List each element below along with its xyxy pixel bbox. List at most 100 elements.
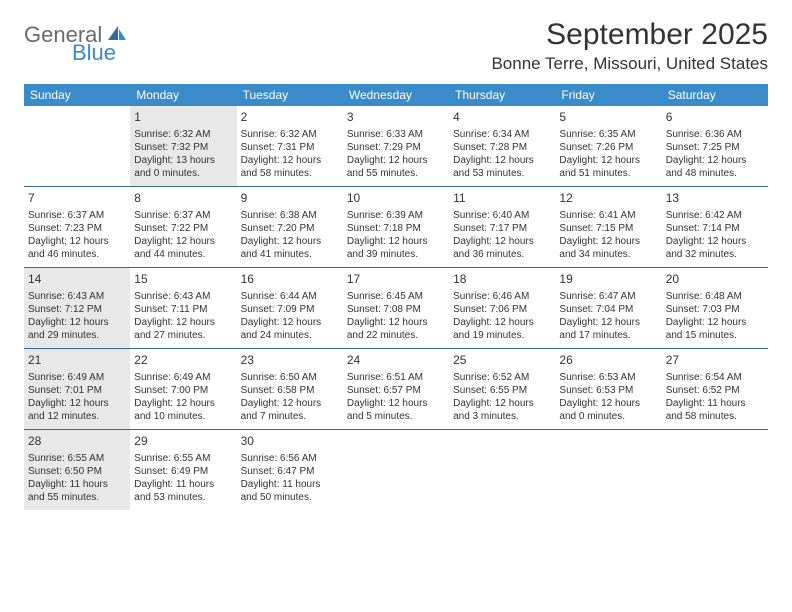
daylight1-text: Daylight: 12 hours bbox=[453, 235, 551, 248]
week-row: 28Sunrise: 6:55 AMSunset: 6:50 PMDayligh… bbox=[24, 430, 768, 510]
daylight2-text: and 17 minutes. bbox=[559, 329, 657, 342]
month-title: September 2025 bbox=[491, 18, 768, 52]
sunset-text: Sunset: 7:28 PM bbox=[453, 141, 551, 154]
sunset-text: Sunset: 7:04 PM bbox=[559, 303, 657, 316]
sunrise-text: Sunrise: 6:55 AM bbox=[28, 452, 126, 465]
day-header: Monday bbox=[130, 84, 236, 106]
day-header: Wednesday bbox=[343, 84, 449, 106]
day-cell: 11Sunrise: 6:40 AMSunset: 7:17 PMDayligh… bbox=[449, 187, 555, 267]
daylight2-text: and 27 minutes. bbox=[134, 329, 232, 342]
day-number: 6 bbox=[666, 110, 764, 126]
day-cell: 1Sunrise: 6:32 AMSunset: 7:32 PMDaylight… bbox=[130, 106, 236, 186]
day-cell: 25Sunrise: 6:52 AMSunset: 6:55 PMDayligh… bbox=[449, 349, 555, 429]
day-number: 13 bbox=[666, 191, 764, 207]
daylight2-text: and 53 minutes. bbox=[134, 491, 232, 504]
sunrise-text: Sunrise: 6:51 AM bbox=[347, 371, 445, 384]
sunset-text: Sunset: 7:22 PM bbox=[134, 222, 232, 235]
sunset-text: Sunset: 6:57 PM bbox=[347, 384, 445, 397]
day-number: 28 bbox=[28, 434, 126, 450]
sunrise-text: Sunrise: 6:54 AM bbox=[666, 371, 764, 384]
daylight2-text: and 24 minutes. bbox=[241, 329, 339, 342]
sunset-text: Sunset: 7:29 PM bbox=[347, 141, 445, 154]
sunrise-text: Sunrise: 6:50 AM bbox=[241, 371, 339, 384]
daylight1-text: Daylight: 12 hours bbox=[666, 154, 764, 167]
title-block: September 2025 Bonne Terre, Missouri, Un… bbox=[491, 18, 768, 74]
daylight1-text: Daylight: 12 hours bbox=[28, 235, 126, 248]
day-number: 7 bbox=[28, 191, 126, 207]
daylight1-text: Daylight: 12 hours bbox=[241, 397, 339, 410]
day-cell: 8Sunrise: 6:37 AMSunset: 7:22 PMDaylight… bbox=[130, 187, 236, 267]
day-number: 30 bbox=[241, 434, 339, 450]
daylight2-text: and 48 minutes. bbox=[666, 167, 764, 180]
sunrise-text: Sunrise: 6:43 AM bbox=[28, 290, 126, 303]
day-number: 14 bbox=[28, 272, 126, 288]
daylight1-text: Daylight: 12 hours bbox=[134, 397, 232, 410]
daylight2-text: and 19 minutes. bbox=[453, 329, 551, 342]
sunrise-text: Sunrise: 6:44 AM bbox=[241, 290, 339, 303]
day-number: 29 bbox=[134, 434, 232, 450]
sunrise-text: Sunrise: 6:56 AM bbox=[241, 452, 339, 465]
daylight2-text: and 44 minutes. bbox=[134, 248, 232, 261]
day-cell: 30Sunrise: 6:56 AMSunset: 6:47 PMDayligh… bbox=[237, 430, 343, 510]
day-number: 12 bbox=[559, 191, 657, 207]
daylight2-text: and 53 minutes. bbox=[453, 167, 551, 180]
day-number: 5 bbox=[559, 110, 657, 126]
sunrise-text: Sunrise: 6:33 AM bbox=[347, 128, 445, 141]
daylight1-text: Daylight: 12 hours bbox=[559, 316, 657, 329]
day-header: Friday bbox=[555, 84, 661, 106]
daylight2-text: and 55 minutes. bbox=[347, 167, 445, 180]
day-number: 11 bbox=[453, 191, 551, 207]
daylight2-text: and 0 minutes. bbox=[134, 167, 232, 180]
day-number: 16 bbox=[241, 272, 339, 288]
daylight1-text: Daylight: 11 hours bbox=[28, 478, 126, 491]
day-number: 20 bbox=[666, 272, 764, 288]
daylight2-text: and 55 minutes. bbox=[28, 491, 126, 504]
sunset-text: Sunset: 6:53 PM bbox=[559, 384, 657, 397]
sunset-text: Sunset: 7:01 PM bbox=[28, 384, 126, 397]
daylight1-text: Daylight: 13 hours bbox=[134, 154, 232, 167]
day-number: 3 bbox=[347, 110, 445, 126]
sunset-text: Sunset: 7:11 PM bbox=[134, 303, 232, 316]
daylight1-text: Daylight: 12 hours bbox=[453, 316, 551, 329]
sunrise-text: Sunrise: 6:52 AM bbox=[453, 371, 551, 384]
sunset-text: Sunset: 6:47 PM bbox=[241, 465, 339, 478]
daylight1-text: Daylight: 12 hours bbox=[347, 235, 445, 248]
day-cell: 14Sunrise: 6:43 AMSunset: 7:12 PMDayligh… bbox=[24, 268, 130, 348]
sunrise-text: Sunrise: 6:55 AM bbox=[134, 452, 232, 465]
day-cell-empty bbox=[449, 430, 555, 510]
daylight2-text: and 32 minutes. bbox=[666, 248, 764, 261]
day-cell: 9Sunrise: 6:38 AMSunset: 7:20 PMDaylight… bbox=[237, 187, 343, 267]
daylight2-text: and 29 minutes. bbox=[28, 329, 126, 342]
day-cell: 22Sunrise: 6:49 AMSunset: 7:00 PMDayligh… bbox=[130, 349, 236, 429]
daylight1-text: Daylight: 12 hours bbox=[666, 235, 764, 248]
day-cell: 6Sunrise: 6:36 AMSunset: 7:25 PMDaylight… bbox=[662, 106, 768, 186]
daylight1-text: Daylight: 12 hours bbox=[559, 154, 657, 167]
week-row: 21Sunrise: 6:49 AMSunset: 7:01 PMDayligh… bbox=[24, 349, 768, 430]
day-number: 23 bbox=[241, 353, 339, 369]
day-cell: 16Sunrise: 6:44 AMSunset: 7:09 PMDayligh… bbox=[237, 268, 343, 348]
week-row: 1Sunrise: 6:32 AMSunset: 7:32 PMDaylight… bbox=[24, 106, 768, 187]
daylight1-text: Daylight: 12 hours bbox=[347, 397, 445, 410]
sunset-text: Sunset: 7:14 PM bbox=[666, 222, 764, 235]
day-header-row: SundayMondayTuesdayWednesdayThursdayFrid… bbox=[24, 84, 768, 106]
logo: General Blue bbox=[24, 18, 128, 63]
day-number: 22 bbox=[134, 353, 232, 369]
sunrise-text: Sunrise: 6:39 AM bbox=[347, 209, 445, 222]
daylight2-text: and 3 minutes. bbox=[453, 410, 551, 423]
day-cell: 17Sunrise: 6:45 AMSunset: 7:08 PMDayligh… bbox=[343, 268, 449, 348]
sunset-text: Sunset: 7:32 PM bbox=[134, 141, 232, 154]
daylight2-text: and 0 minutes. bbox=[559, 410, 657, 423]
day-number: 2 bbox=[241, 110, 339, 126]
daylight1-text: Daylight: 12 hours bbox=[666, 316, 764, 329]
daylight1-text: Daylight: 12 hours bbox=[241, 235, 339, 248]
header: General Blue September 2025 Bonne Terre,… bbox=[24, 18, 768, 74]
daylight1-text: Daylight: 12 hours bbox=[134, 316, 232, 329]
sunset-text: Sunset: 7:26 PM bbox=[559, 141, 657, 154]
daylight2-text: and 34 minutes. bbox=[559, 248, 657, 261]
day-cell-empty bbox=[343, 430, 449, 510]
day-number: 15 bbox=[134, 272, 232, 288]
day-number: 26 bbox=[559, 353, 657, 369]
sunrise-text: Sunrise: 6:42 AM bbox=[666, 209, 764, 222]
day-cell: 19Sunrise: 6:47 AMSunset: 7:04 PMDayligh… bbox=[555, 268, 661, 348]
sunrise-text: Sunrise: 6:35 AM bbox=[559, 128, 657, 141]
